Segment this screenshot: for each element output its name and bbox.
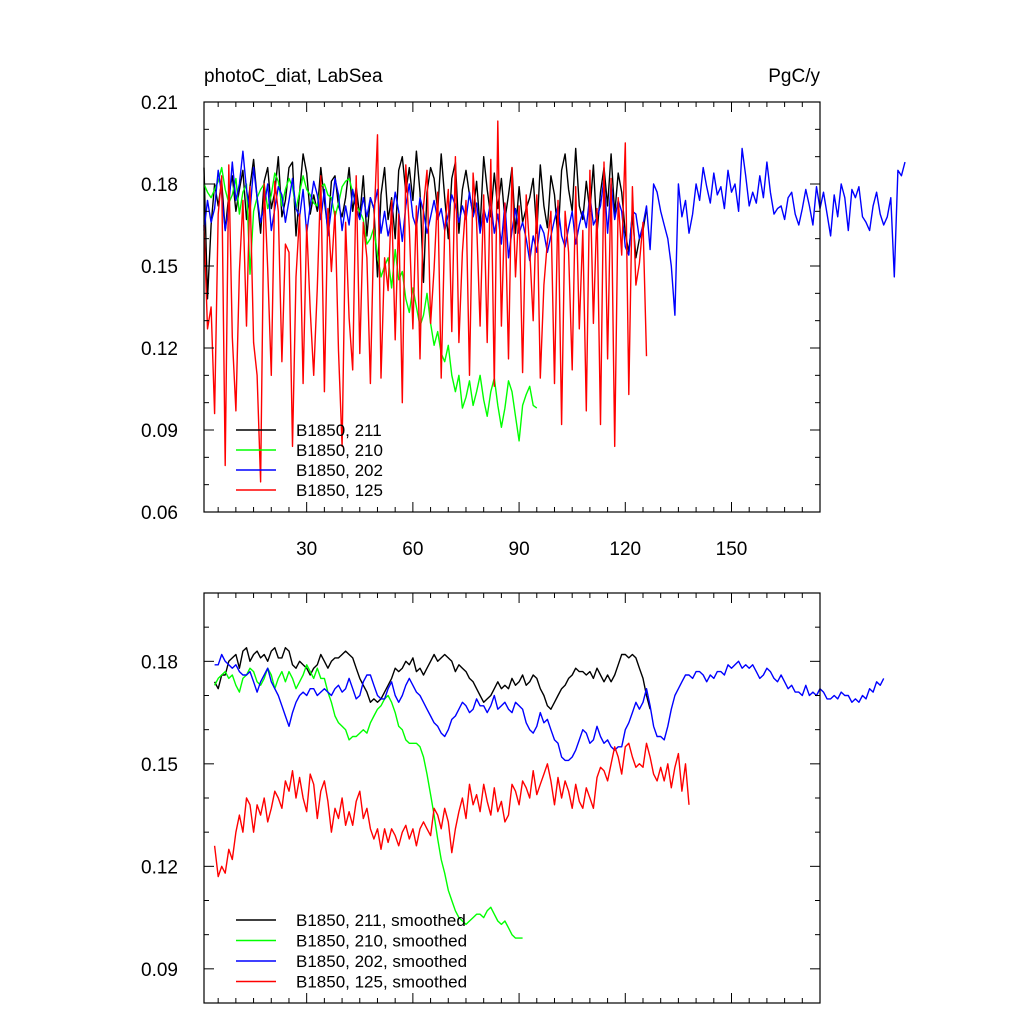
bottom-legend-label-1: B1850, 211, smoothed [296,911,466,930]
top-series-line-4 [203,120,648,483]
top-y-tick-label: 0.09 [141,421,178,442]
top-y-tick-label: 0.21 [141,93,178,114]
bottom-legend-label-4: B1850, 125, smoothed [296,973,467,992]
bottom-legend-label-2: B1850, 210, smoothed [296,932,467,951]
top-series-line-1 [203,147,648,300]
top-chart-units: PgC/y [768,66,820,87]
bottom-y-tick-label: 0.18 [141,652,178,673]
top-legend-label-1: B1850, 211 [296,421,382,440]
bottom-series-line-3 [214,653,885,762]
top-chart-title: photoC_diat, LabSea [204,66,383,87]
top-y-tick-label: 0.06 [141,503,178,524]
bottom-y-tick-label: 0.12 [141,857,178,878]
bottom-panel: 0.090.120.150.18 B1850, 211, smoothedB18… [141,592,885,1004]
bottom-y-tick-label: 0.15 [141,755,178,776]
top-x-tick-label: 30 [296,539,317,560]
bottom-series-lines [213,647,885,939]
top-y-tick-label: 0.18 [141,175,178,196]
top-legend-label-4: B1850, 125 [296,481,383,500]
top-panel: photoC_diat, LabSea PgC/y 30 60 90 120 150 0.… [141,66,906,560]
bottom-legend-label-3: B1850, 202, smoothed [296,952,467,971]
top-series-line-3 [203,147,906,316]
bottom-axis-ticks: 0.09 0.12 0.15 0.18 [141,592,820,1004]
top-legend-label-3: B1850, 202 [296,461,383,480]
top-plot-frame [203,101,821,513]
bottom-y-tick-label: 0.09 [141,960,178,981]
top-legend-label-2: B1850, 210 [296,441,383,460]
top-x-tick-label: 60 [402,539,423,560]
top-x-tick-label: 90 [509,539,530,560]
bottom-plot-frame [203,592,821,1004]
bottom-series-line-1 [213,647,651,710]
bottom-series-line-2 [213,664,523,939]
top-series-lines [203,120,906,483]
top-y-tick-label: 0.12 [141,339,178,360]
top-y-tick-label: 0.15 [141,257,178,278]
top-x-tick-label: 150 [716,539,748,560]
top-x-tick-label: 120 [609,539,641,560]
top-axis-ticks: 30 60 90 120 150 0.06 0.09 0.12 0.15 0.18 0.21 [141,93,820,560]
top-series-line-2 [203,166,538,442]
bottom-legend: B1850, 211, smoothed B1850, 210, smoothed… [236,911,467,992]
bottom-series-line-4 [213,742,690,878]
